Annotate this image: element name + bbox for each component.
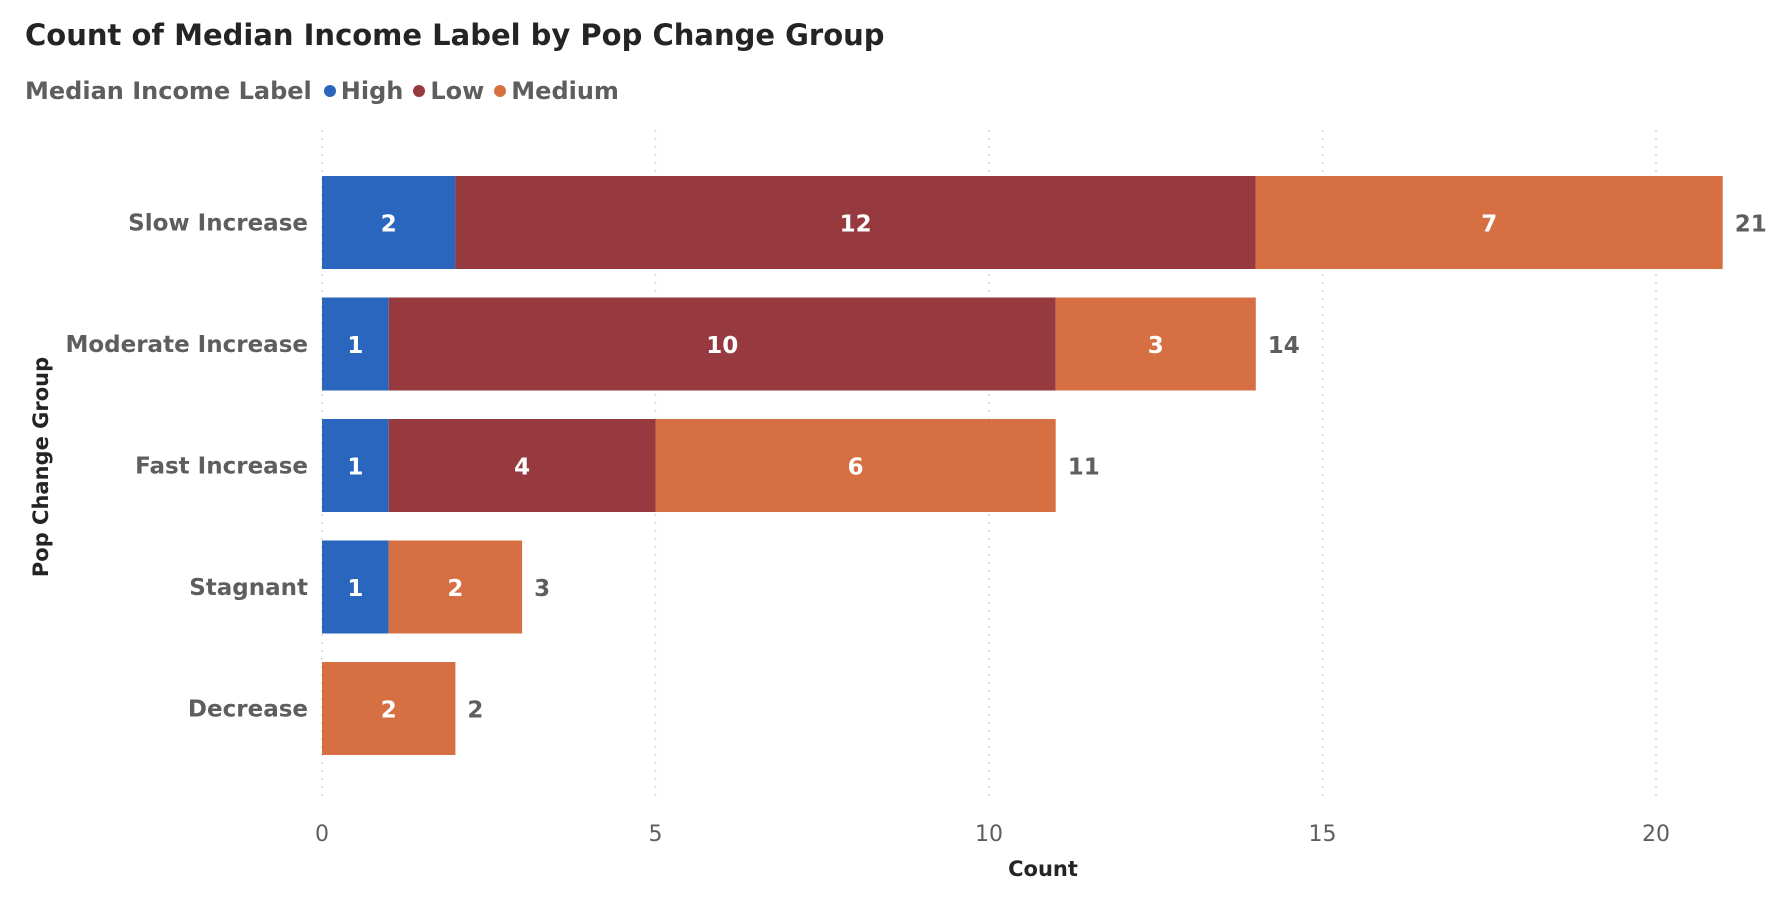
legend-label-medium: Medium bbox=[511, 77, 619, 105]
legend: Median Income Label High Low Medium bbox=[25, 77, 629, 105]
bar-segment-high bbox=[322, 297, 389, 391]
total-label: 21 bbox=[1735, 212, 1767, 238]
y-axis-title: Pop Change Group bbox=[29, 357, 53, 577]
bar-segment-medium bbox=[388, 540, 523, 634]
bar-segment-medium bbox=[1255, 176, 1723, 269]
bar-segment-low bbox=[388, 297, 1056, 391]
data-label: 3 bbox=[1148, 333, 1164, 359]
category-label: Decrease bbox=[188, 697, 308, 723]
data-label: 1 bbox=[347, 455, 363, 481]
data-label: 10 bbox=[706, 333, 738, 359]
data-label: 2 bbox=[447, 576, 463, 602]
legend-item-medium[interactable]: Medium bbox=[494, 77, 619, 105]
legend-marker-low bbox=[413, 85, 426, 97]
data-label: 4 bbox=[514, 455, 530, 481]
x-tick-label: 15 bbox=[1309, 822, 1337, 847]
legend-item-high[interactable]: High bbox=[323, 77, 404, 105]
data-label: 2 bbox=[381, 698, 397, 724]
x-axis-title: Count bbox=[1008, 857, 1078, 881]
legend-label-high: High bbox=[340, 77, 404, 105]
category-label: Stagnant bbox=[189, 575, 308, 601]
data-label: 1 bbox=[347, 333, 363, 359]
category-label: Slow Increase bbox=[128, 211, 308, 237]
data-label: 2 bbox=[381, 212, 397, 238]
category-label: Fast Increase bbox=[135, 454, 308, 480]
bar-segment-medium bbox=[322, 662, 456, 755]
bars bbox=[322, 176, 1723, 755]
data-label: 6 bbox=[848, 455, 864, 481]
total-label: 2 bbox=[467, 698, 483, 724]
total-label: 14 bbox=[1268, 333, 1300, 359]
total-label: 11 bbox=[1068, 455, 1100, 481]
bar-segment-low bbox=[388, 419, 656, 512]
legend-label-low: Low bbox=[430, 77, 485, 105]
x-tick-label: 0 bbox=[315, 822, 329, 847]
legend-marker-medium bbox=[494, 85, 507, 97]
x-tick-label: 10 bbox=[975, 822, 1003, 847]
bar-segment-high bbox=[322, 176, 456, 269]
bar-segment-high bbox=[322, 419, 389, 512]
x-tick-label: 5 bbox=[649, 822, 663, 847]
legend-item-low[interactable]: Low bbox=[413, 77, 484, 105]
bar-segment-medium bbox=[1055, 297, 1256, 391]
x-tick-label: 20 bbox=[1642, 822, 1670, 847]
data-label: 12 bbox=[840, 212, 872, 238]
bar-segment-low bbox=[455, 176, 1256, 269]
total-label: 3 bbox=[534, 576, 550, 602]
legend-title: Median Income Label bbox=[25, 77, 312, 105]
bar-segment-high bbox=[322, 540, 389, 634]
category-label: Moderate Increase bbox=[65, 332, 308, 358]
legend-marker-high bbox=[323, 85, 336, 97]
data-label: 1 bbox=[347, 576, 363, 602]
chart-title: Count of Median Income Label by Pop Chan… bbox=[25, 18, 885, 52]
bar-segment-medium bbox=[655, 419, 1056, 512]
data-label: 7 bbox=[1481, 212, 1497, 238]
